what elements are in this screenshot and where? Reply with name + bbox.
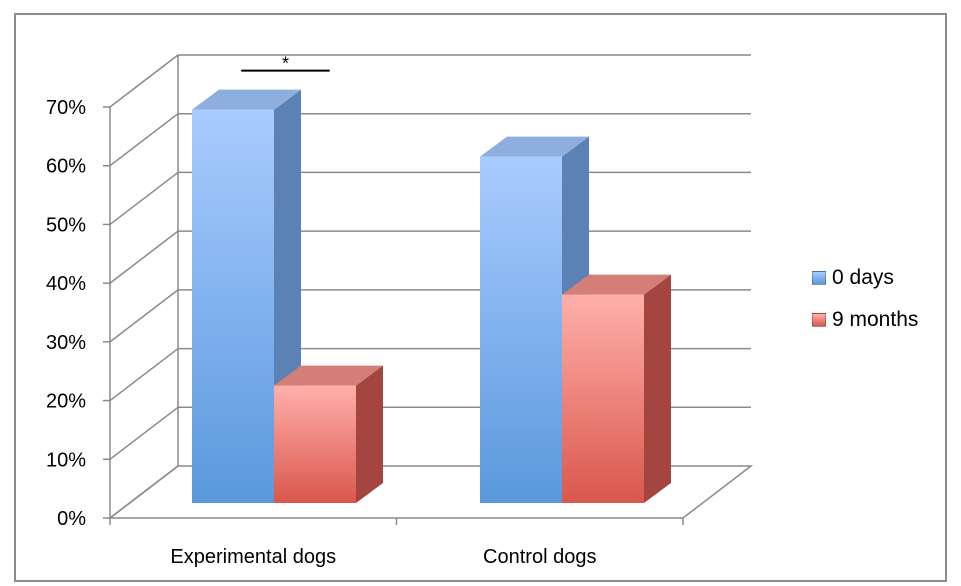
legend-item-1: 9 months	[812, 306, 918, 334]
y-tick-label: 70%	[46, 97, 86, 119]
bar-front	[192, 109, 274, 503]
bar-front	[480, 156, 562, 504]
legend-item-0: 0 days	[812, 264, 918, 292]
bar-front	[274, 385, 356, 503]
gridline-diagonal	[109, 230, 179, 284]
gridline-diagonal	[109, 54, 179, 108]
gridline-diagonal	[109, 347, 179, 402]
bar	[274, 365, 383, 503]
y-tick-label: 40%	[46, 273, 86, 295]
legend-label-1: 9 months	[832, 308, 919, 331]
gridline-diagonal	[109, 406, 179, 460]
x-tick-label: Experimental dogs	[170, 546, 336, 568]
labels: 0% 10% 20% 30% 40% 50% 60% 70% Experimental dogs…	[46, 54, 596, 568]
bar-front	[562, 294, 644, 503]
bars	[192, 89, 671, 504]
legend: 0 days 9 months	[812, 264, 918, 348]
legend-swatch-0	[812, 271, 826, 285]
bar	[562, 274, 671, 503]
y-tick-label: 0%	[57, 508, 86, 530]
bar-top	[562, 274, 671, 295]
significance-label: *	[282, 54, 289, 74]
y-tick-label: 20%	[46, 391, 86, 413]
bar-top	[192, 89, 301, 110]
y-tick-label: 10%	[46, 449, 86, 471]
gridline-diagonal	[109, 113, 179, 167]
x-tick-label: Control dogs	[483, 546, 596, 568]
legend-swatch-1	[812, 313, 826, 327]
legend-label-0: 0 days	[832, 266, 894, 289]
bar-top	[480, 136, 589, 157]
y-tick-label: 60%	[46, 156, 86, 178]
bar-side	[644, 274, 671, 503]
floor	[107, 465, 754, 519]
gridline-diagonal	[109, 171, 179, 226]
gridline-diagonal	[109, 289, 179, 343]
axes	[103, 106, 754, 525]
y-tick-label: 50%	[46, 214, 86, 236]
y-tick-label: 30%	[46, 332, 86, 354]
bar-top	[274, 365, 383, 386]
bar-side	[356, 365, 383, 503]
